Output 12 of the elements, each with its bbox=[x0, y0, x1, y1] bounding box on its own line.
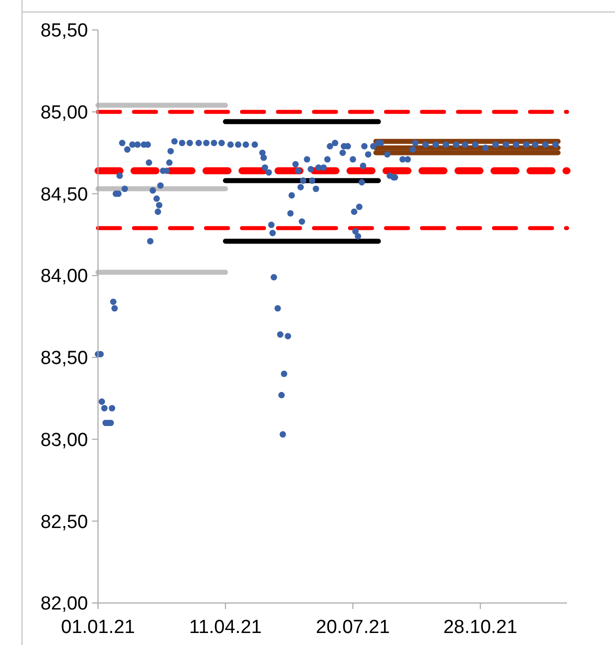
y-tick-label: 83,50 bbox=[40, 348, 88, 370]
y-tick-label: 85,50 bbox=[40, 20, 88, 42]
y-tick-label: 85,00 bbox=[40, 102, 88, 124]
y-tick-label: 84,50 bbox=[40, 184, 88, 206]
y-tick-label: 84,00 bbox=[40, 266, 88, 288]
x-tick-label: 20.07.21 bbox=[316, 617, 390, 638]
x-tick-label: 28.10.21 bbox=[443, 617, 518, 638]
y-tick-label: 82,00 bbox=[40, 594, 88, 615]
y-tick-label: 83,00 bbox=[40, 430, 88, 451]
x-tick-label: 11.04.21 bbox=[189, 617, 262, 638]
x-tick-label: 01.01.21 bbox=[61, 617, 135, 638]
y-tick-label: 82,50 bbox=[40, 512, 88, 533]
